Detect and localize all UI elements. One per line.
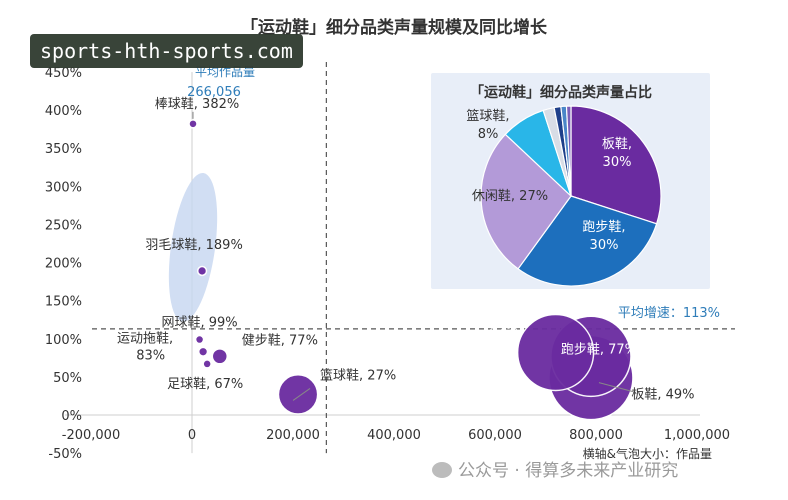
x-axis-label: 横轴&气泡大小：作品量 bbox=[583, 446, 712, 461]
bubble-label: 网球鞋, 99% bbox=[161, 315, 237, 331]
pie-title: 「运动鞋」细分品类声量占比 bbox=[470, 84, 652, 101]
bubble-point bbox=[194, 334, 205, 345]
bubble-point bbox=[196, 265, 208, 277]
pie-slice-label: 休闲鞋, 27% bbox=[472, 188, 548, 204]
bubble-label: 篮球鞋, 27% bbox=[320, 367, 396, 383]
x-tick-label: 600,000 bbox=[468, 428, 522, 443]
label-leader-line bbox=[598, 382, 634, 393]
bubble-point bbox=[188, 119, 198, 129]
bubble-label-line2: 82% bbox=[489, 322, 518, 337]
y-tick-label: 100% bbox=[45, 333, 82, 348]
y-tick-label: 50% bbox=[53, 371, 82, 386]
wechat-icon bbox=[432, 462, 452, 478]
pie-slice-label: 跑步鞋, bbox=[582, 219, 625, 235]
y-tick-label: 0% bbox=[61, 409, 82, 424]
label-leader-line bbox=[292, 388, 311, 401]
avg-x-value: 266,056 bbox=[187, 85, 241, 100]
pie-slice-label: 板鞋, bbox=[602, 136, 632, 152]
bubble-label: 羽毛球鞋, 189% bbox=[145, 237, 242, 253]
x-tick-label: 800,000 bbox=[569, 428, 623, 443]
avg-x-label: 平均作品量 bbox=[195, 65, 255, 79]
bubble-point bbox=[277, 374, 319, 415]
pie-slice bbox=[517, 195, 658, 287]
pie-slice-pct: 30% bbox=[590, 238, 619, 253]
y-tick-label: 400% bbox=[45, 104, 82, 119]
bubble-label: 健步鞋, 77% bbox=[242, 332, 318, 348]
pie-slice bbox=[480, 133, 572, 270]
bubble-point bbox=[197, 346, 209, 357]
highlight-region bbox=[168, 172, 218, 322]
bubble-label: 运动拖鞋, bbox=[117, 331, 173, 347]
pie-slice-pct: 8% bbox=[478, 127, 499, 142]
y-tick-label: 150% bbox=[45, 295, 82, 310]
x-tick-label: 200,000 bbox=[266, 428, 320, 443]
avg-y-label: 平均增速：113% bbox=[618, 306, 720, 321]
y-tick-label: 250% bbox=[45, 218, 82, 233]
y-tick-label: -50% bbox=[48, 447, 82, 462]
x-tick-label: 400,000 bbox=[367, 428, 421, 443]
pie-slice-label: 篮球鞋, bbox=[466, 108, 509, 124]
y-tick-label: 300% bbox=[45, 180, 82, 195]
y-tick-label: 200% bbox=[45, 257, 82, 272]
footer-credit: 公众号 · 得算多未来产业研究 bbox=[432, 456, 678, 481]
bubble-label: 棒球鞋, 382% bbox=[155, 96, 239, 112]
bubble-label: 足球鞋, 67% bbox=[167, 376, 243, 392]
bubble-label: 板鞋, 49% bbox=[631, 387, 694, 403]
watermark-banner: sports-hth-sports.com bbox=[30, 34, 303, 68]
bubble-label: 休闲鞋, bbox=[482, 304, 525, 320]
pie-slice bbox=[570, 105, 662, 225]
bubble-point bbox=[211, 348, 229, 365]
x-tick-label: 1,000,000 bbox=[664, 428, 730, 443]
bubble-label-line2: 83% bbox=[136, 349, 165, 364]
bubble-point bbox=[516, 313, 595, 392]
x-tick-label: 0 bbox=[188, 428, 196, 443]
footer-text: 公众号 · 得算多未来产业研究 bbox=[458, 461, 679, 481]
pie-slice bbox=[565, 105, 572, 197]
y-tick-label: 350% bbox=[45, 142, 82, 157]
bubble-label: 跑步鞋, 77% bbox=[561, 341, 637, 357]
x-tick-label: -200,000 bbox=[62, 428, 120, 443]
chart-title: 「运动鞋」细分品类声量规模及同比增长 bbox=[241, 18, 547, 38]
y-tick-label: 450% bbox=[45, 66, 82, 81]
bubble-point bbox=[202, 359, 212, 369]
pie-slice-pct: 30% bbox=[603, 155, 632, 170]
